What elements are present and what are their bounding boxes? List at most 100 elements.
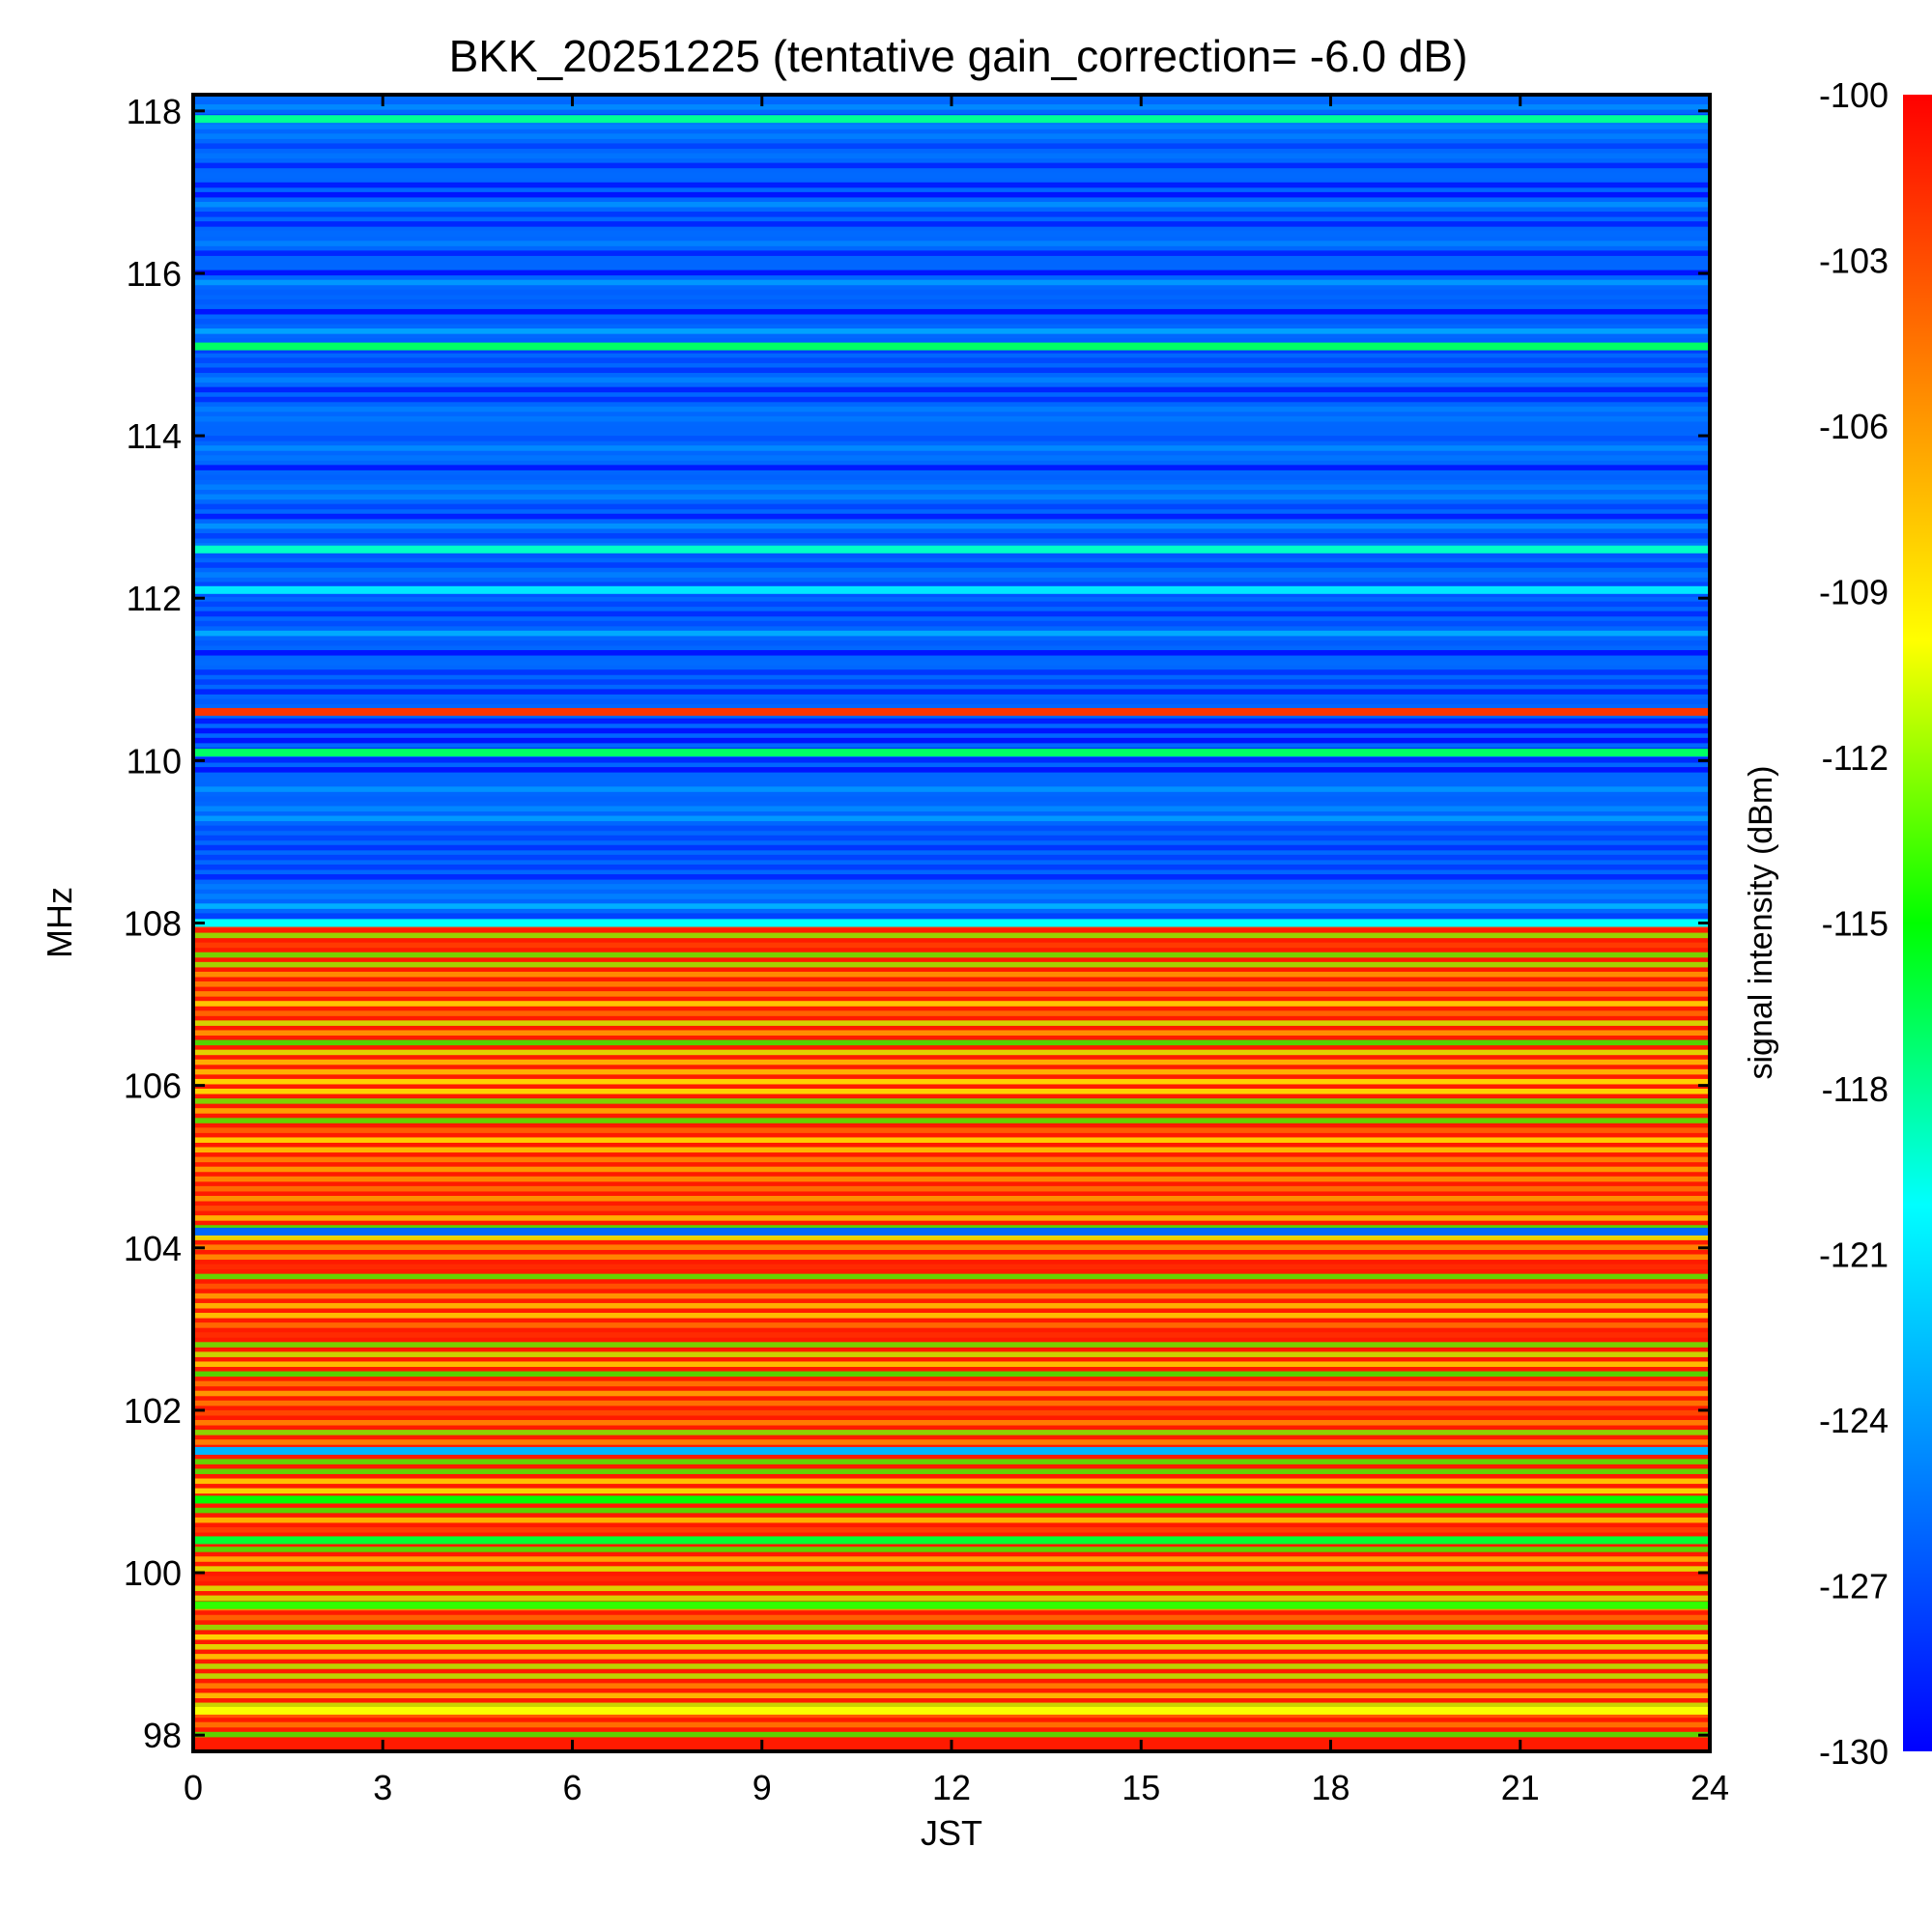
heatmap-texture-row [193, 1692, 1710, 1699]
heatmap-texture-row [193, 1712, 1710, 1719]
plot-area [193, 95, 1710, 1751]
heatmap-texture-row [193, 270, 1710, 276]
heatmap-texture-row [193, 660, 1710, 666]
heatmap-texture-row [193, 1614, 1710, 1621]
x-tick-label: 6 [562, 1768, 582, 1807]
heatmap-texture-row [193, 825, 1710, 832]
heatmap-texture-row [193, 308, 1710, 315]
y-tick-label: 102 [124, 1391, 182, 1431]
heatmap-texture-row [193, 698, 1710, 705]
heatmap-texture-row [193, 377, 1710, 384]
colorbar [1903, 95, 1932, 1751]
heatmap-texture-row [193, 191, 1710, 198]
heatmap-texture-row [193, 864, 1710, 870]
heatmap-texture-row [193, 1585, 1710, 1592]
x-tick-label: 0 [184, 1768, 203, 1807]
y-tick-label: 108 [124, 904, 182, 944]
y-tick-label: 98 [143, 1716, 182, 1755]
heatmap-texture-row [193, 1644, 1710, 1650]
heatmap-texture-row [193, 1059, 1710, 1065]
heatmap-texture-row [193, 172, 1710, 179]
heatmap-texture-row [193, 445, 1710, 451]
heatmap-texture-row [193, 1185, 1710, 1192]
y-tick-label: 104 [124, 1229, 182, 1268]
heatmap-texture-row [193, 357, 1710, 363]
heatmap-texture-row [193, 231, 1710, 237]
heatmap-texture-row [193, 124, 1710, 129]
heatmap-texture-row [193, 1254, 1710, 1261]
heatmap-texture-row [193, 1293, 1710, 1299]
heatmap-texture-row [193, 1215, 1710, 1221]
heatmap-texture-row [193, 650, 1710, 656]
heatmap-texture-row [193, 162, 1710, 169]
heatmap-texture-row [193, 737, 1710, 744]
heatmap-texture-row [193, 1409, 1710, 1416]
heatmap-texture-row [193, 1244, 1710, 1250]
heatmap-texture-row [193, 1731, 1710, 1738]
heatmap-band [193, 342, 1710, 351]
heatmap-texture-row [193, 582, 1710, 587]
heatmap-band [193, 707, 1710, 716]
heatmap-texture-row [193, 532, 1710, 539]
heatmap-texture-row [193, 1176, 1710, 1182]
heatmap-texture-row [193, 1420, 1710, 1426]
heatmap-texture-row [193, 260, 1710, 267]
heatmap-texture-row [193, 153, 1710, 159]
heatmap-texture-row [193, 718, 1710, 724]
x-tick-label: 24 [1690, 1768, 1729, 1807]
heatmap-texture-row [193, 767, 1710, 773]
heatmap-texture-row [193, 319, 1710, 325]
heatmap-texture-row [193, 1039, 1710, 1046]
heatmap-texture-row [193, 913, 1710, 919]
heatmap-texture-row [193, 143, 1710, 149]
heatmap-texture-row [193, 630, 1710, 637]
heatmap-texture-row [193, 894, 1710, 899]
x-axis-label: JST [921, 1813, 982, 1853]
heatmap-texture-row [193, 884, 1710, 890]
heatmap-texture-row [193, 806, 1710, 811]
colorbar-tick-label: -121 [1819, 1236, 1889, 1275]
heatmap-band [193, 1495, 1710, 1504]
heatmap-texture-row [193, 835, 1710, 841]
heatmap-texture-row [193, 874, 1710, 880]
heatmap-texture-row [193, 1118, 1710, 1123]
heatmap-texture-row [193, 1235, 1710, 1240]
heatmap-texture-row [193, 1001, 1710, 1007]
heatmap-texture-row [193, 903, 1710, 909]
heatmap-texture-row [193, 1127, 1710, 1133]
heatmap-texture-row [193, 620, 1710, 627]
heatmap-texture-row [193, 221, 1710, 227]
heatmap-texture-row [193, 289, 1710, 296]
heatmap-texture-row [193, 777, 1710, 782]
heatmap-texture-row [193, 942, 1710, 949]
heatmap-texture-row [193, 1566, 1710, 1572]
x-tick-label: 15 [1122, 1768, 1160, 1807]
heatmap-texture-row [193, 1459, 1710, 1464]
y-axis-ticks: 98 100 102 104 106 108 110 112 114 116 118 [124, 92, 1710, 1755]
heatmap-texture-row [193, 815, 1710, 822]
heatmap-texture-row [193, 212, 1710, 217]
heatmap-texture-row [193, 1098, 1710, 1104]
colorbar-tick-label: -130 [1819, 1732, 1889, 1772]
heatmap-texture-row [193, 669, 1710, 675]
heatmap-band [193, 919, 1710, 927]
y-axis-label: MHz [40, 887, 79, 958]
heatmap-texture-row [193, 406, 1710, 412]
heatmap-texture-row [193, 1654, 1710, 1660]
y-tick-label: 112 [127, 579, 182, 618]
heatmap-texture-row [193, 1030, 1710, 1037]
heatmap-texture-row [193, 1507, 1710, 1514]
x-axis-ticks: 0 3 6 9 12 15 18 21 24 [184, 95, 1729, 1807]
heatmap-texture-row [193, 1273, 1710, 1280]
heatmap-texture-row [193, 611, 1710, 617]
heatmap-texture-row [193, 386, 1710, 393]
heatmap-texture-row [193, 1547, 1710, 1552]
heatmap-texture-row [193, 1206, 1710, 1211]
heatmap-texture-row [193, 201, 1710, 208]
heatmap-texture-row [193, 1478, 1710, 1485]
heatmap-band [193, 1706, 1710, 1715]
heatmap-texture-row [193, 932, 1710, 939]
heatmap-texture-row [193, 1342, 1710, 1348]
heatmap-band [193, 1601, 1710, 1609]
heatmap-texture-row [193, 553, 1710, 558]
